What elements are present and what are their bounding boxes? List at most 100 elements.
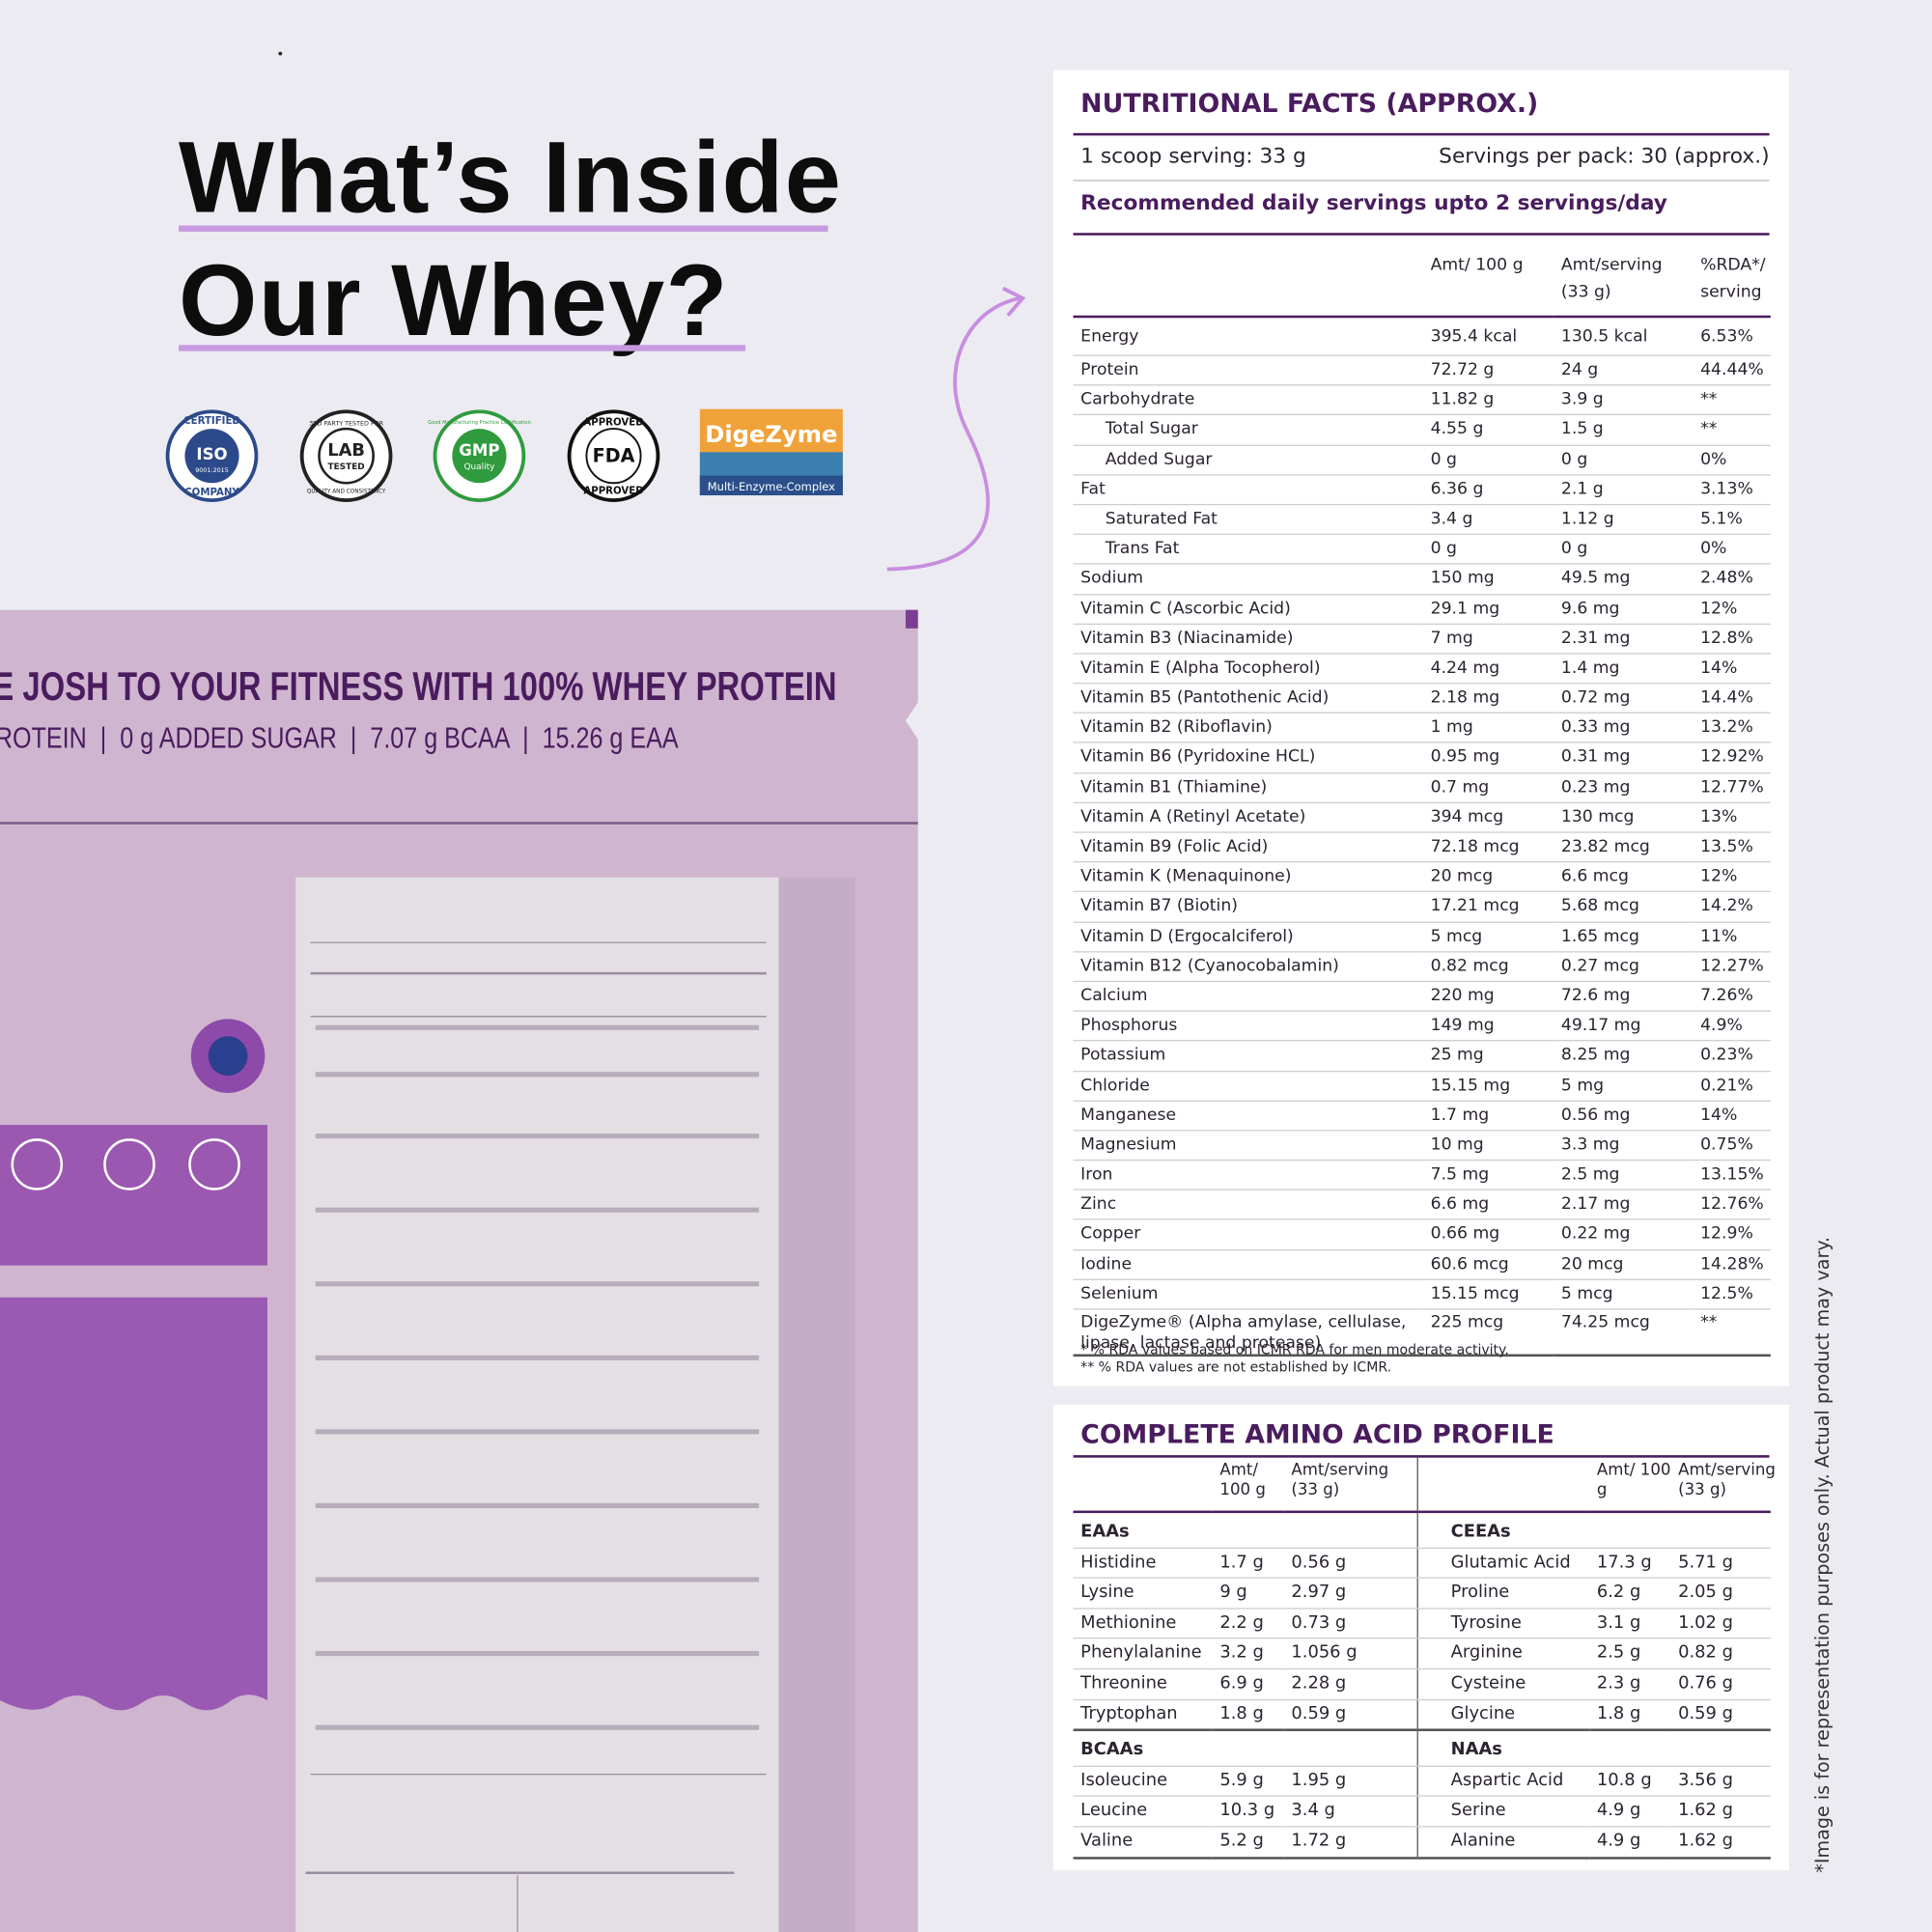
nutrient-value: 0.56 mg (1554, 1100, 1694, 1132)
title-underline (179, 345, 746, 351)
group-cell (1283, 1511, 1417, 1549)
disclaimer: *Image is for representation purposes on… (1810, 1236, 1834, 1873)
amino-name: Tyrosine (1415, 1608, 1590, 1639)
amino-value: 5.9 g (1212, 1766, 1284, 1798)
amino-value: 0.59 g (1283, 1698, 1417, 1732)
amino-row: Threonine 6.9 g 2.28 g Cysteine 2.3 g 0.76 g (1073, 1668, 1771, 1700)
nutrient-value: 44.44% (1693, 355, 1771, 386)
nutrient-name: Iron (1073, 1160, 1423, 1191)
nutrient-value: ** (1693, 385, 1771, 416)
nutrient-value: 14.2% (1693, 891, 1771, 923)
badge-text: Quality (463, 462, 495, 472)
amino-value: 2.05 g (1670, 1578, 1771, 1610)
header-cell: Amt/ 100 g (1589, 1457, 1671, 1514)
nutrient-value: 1.4 mg (1554, 653, 1694, 685)
nutrient-value: 11.82 g (1422, 385, 1554, 416)
amino-value: 1.62 g (1670, 1796, 1771, 1828)
amino-row: Phenylalanine 3.2 g 1.056 g Arginine 2.5 g 0.… (1073, 1638, 1771, 1670)
nutrient-value: 12.8% (1693, 623, 1771, 655)
amino-name: Phenylalanine (1073, 1638, 1213, 1670)
title-line-1: What’s Inside (179, 122, 843, 235)
header-cell: Amt/serving (33 g) (1554, 243, 1694, 319)
nutrient-value: 23.82 mcg (1554, 832, 1694, 863)
nutrient-row: Carbohydrate 11.82 g 3.9 g ** (1073, 385, 1771, 416)
package-block (0, 1297, 267, 1711)
nutrient-value: 29.1 mg (1422, 594, 1554, 625)
nutrient-row: Sodium 150 mg 49.5 mg 2.48% (1073, 564, 1771, 595)
nutrient-value: 74.25 mcg (1554, 1308, 1694, 1358)
nutrient-value: 15.15 mg (1422, 1070, 1554, 1102)
nutrient-row: Zinc 6.6 mg 2.17 mg 12.76% (1073, 1190, 1771, 1220)
nutrient-value: 1.65 mcg (1554, 921, 1694, 953)
header-cell (1073, 243, 1423, 319)
nutrient-name: Copper (1073, 1219, 1423, 1250)
footnote: ** % RDA values are not established by I… (1080, 1358, 1392, 1376)
nutrient-row: Vitamin B6 (Pyridoxine HCL) 0.95 mg 0.31 m… (1073, 742, 1771, 773)
gmp-badge: Good Manufacturing Practice Certificatio… (428, 409, 531, 503)
amino-value: 1.72 g (1283, 1826, 1417, 1860)
nutrient-row: Saturated Fat 3.4 g 1.12 g 5.1% (1073, 504, 1771, 536)
nutrient-value: 6.6 mcg (1554, 861, 1694, 893)
amino-name: Aspartic Acid (1415, 1766, 1590, 1798)
nutrient-value: 1.7 mg (1422, 1100, 1554, 1132)
nutrient-name: Zinc (1073, 1190, 1423, 1220)
nutrient-value: 220 mg (1422, 981, 1554, 1012)
amino-value: 10.8 g (1589, 1766, 1671, 1798)
nutrient-value: 3.3 mg (1554, 1130, 1694, 1162)
arrow-line (886, 295, 1022, 572)
nutrient-value: 0.31 mg (1554, 742, 1694, 773)
amino-value: 3.56 g (1670, 1766, 1771, 1798)
nutrient-value: 0 g (1422, 534, 1554, 565)
nutrient-name: Vitamin A (Retinyl Acetate) (1073, 802, 1423, 833)
amino-name: Methionine (1073, 1608, 1213, 1639)
amino-panel: COMPLETE AMINO ACID PROFILE Amt/ 100 g Am… (1053, 1404, 1789, 1871)
footnotes: * % RDA values based on ICMR RDA for men… (1080, 1342, 1509, 1377)
nutrient-name: Fat (1073, 474, 1423, 506)
nutrient-value: 13.15% (1693, 1160, 1771, 1191)
nutrient-value: 3.4 g (1422, 504, 1554, 536)
panel-title: COMPLETE AMINO ACID PROFILE (1080, 1419, 1554, 1449)
nutrient-value: 25 mg (1422, 1041, 1554, 1072)
nutrient-value: 12.27% (1693, 951, 1771, 983)
nutrient-row: Vitamin B2 (Riboflavin) 1 mg 0.33 mg 13.2% (1073, 713, 1771, 744)
nutrient-value: 12% (1693, 861, 1771, 893)
nutrient-name: Vitamin B1 (Thiamine) (1073, 772, 1423, 803)
nutrient-row: Chloride 15.15 mg 5 mg 0.21% (1073, 1070, 1771, 1102)
badge-text: DigeZyme (705, 420, 837, 448)
package-edge (905, 609, 918, 629)
nutrient-name: Vitamin E (Alpha Tocopherol) (1073, 653, 1423, 685)
badge-text: TESTED (327, 462, 364, 472)
nutrient-value: 49.5 mg (1554, 564, 1694, 595)
nutrient-value: 5.1% (1693, 504, 1771, 536)
nutrient-value: 60.6 mcg (1422, 1249, 1554, 1280)
amino-name: Proline (1415, 1578, 1590, 1610)
amino-name: Threonine (1073, 1668, 1213, 1700)
divider (1073, 132, 1770, 136)
icon (11, 1138, 64, 1190)
nutrient-value: 0.21% (1693, 1070, 1771, 1102)
nutrient-value: 20 mcg (1554, 1249, 1694, 1280)
divider (1073, 233, 1770, 236)
amino-name: Lysine (1073, 1578, 1213, 1610)
nutrient-value: 6.53% (1693, 316, 1771, 356)
amino-value: 5.2 g (1212, 1826, 1284, 1860)
nutrient-value: 5 mcg (1554, 1279, 1694, 1310)
badge-text: GMP (459, 441, 499, 460)
badge-text: APPROVED (583, 487, 643, 497)
amino-value: 2.97 g (1283, 1578, 1417, 1610)
amino-value: 0.76 g (1670, 1668, 1771, 1700)
nutrient-value: 72.6 mg (1554, 981, 1694, 1012)
nutrient-name: Chloride (1073, 1070, 1423, 1102)
nutrient-value: 14.28% (1693, 1249, 1771, 1280)
amino-value: 2.3 g (1589, 1668, 1671, 1700)
amino-row: Leucine 10.3 g 3.4 g Serine 4.9 g 1.62 g (1073, 1796, 1771, 1828)
nutrient-name: Selenium (1073, 1279, 1423, 1310)
amino-value: 2.2 g (1212, 1608, 1284, 1639)
badge-text: COMPANY (184, 488, 239, 498)
panel-title: NUTRITIONAL FACTS (APPROX.) (1080, 88, 1539, 119)
